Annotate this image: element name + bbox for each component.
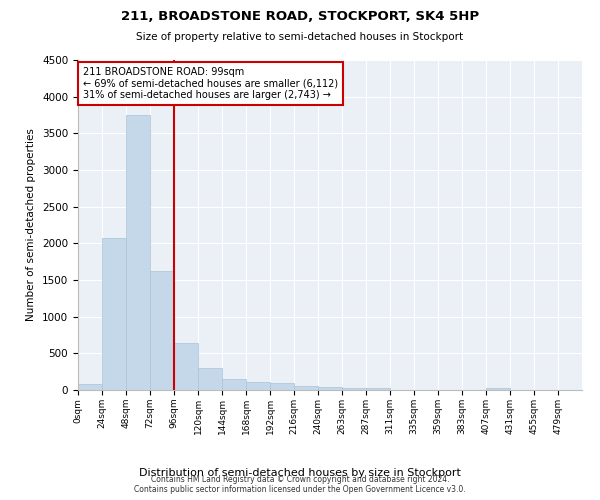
Text: Distribution of semi-detached houses by size in Stockport: Distribution of semi-detached houses by … [139,468,461,477]
Bar [102,238,126,390]
Text: 211, BROADSTONE ROAD, STOCKPORT, SK4 5HP: 211, BROADSTONE ROAD, STOCKPORT, SK4 5HP [121,10,479,23]
Bar [486,388,510,390]
Bar [222,378,246,390]
Bar [270,384,294,390]
Bar [246,382,270,390]
Bar [366,388,390,390]
Bar [318,387,342,390]
Text: 211 BROADSTONE ROAD: 99sqm
← 69% of semi-detached houses are smaller (6,112)
31%: 211 BROADSTONE ROAD: 99sqm ← 69% of semi… [83,66,338,100]
Bar [342,388,366,390]
Bar [174,343,198,390]
Bar [294,386,318,390]
Text: Size of property relative to semi-detached houses in Stockport: Size of property relative to semi-detach… [136,32,464,42]
Y-axis label: Number of semi-detached properties: Number of semi-detached properties [26,128,37,322]
Bar [198,368,222,390]
Bar [78,384,102,390]
Bar [126,115,150,390]
Bar [150,271,174,390]
Text: Contains HM Land Registry data © Crown copyright and database right 2024.
Contai: Contains HM Land Registry data © Crown c… [134,474,466,494]
